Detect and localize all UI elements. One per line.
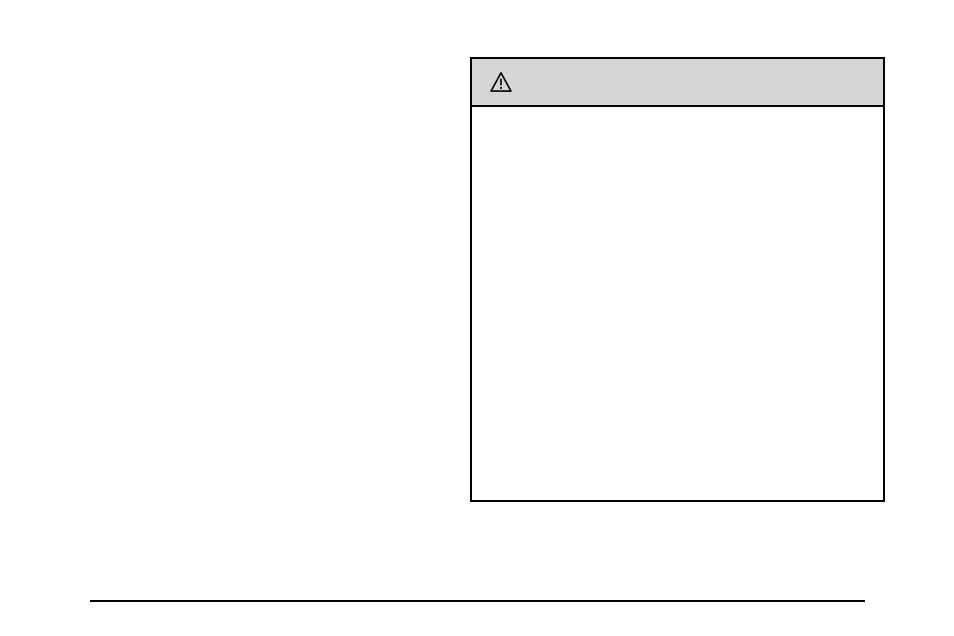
warning-box — [470, 57, 885, 502]
warning-triangle-icon — [490, 72, 512, 92]
page-divider — [90, 600, 865, 602]
warning-box-header — [472, 59, 883, 107]
warning-box-body — [472, 107, 883, 131]
